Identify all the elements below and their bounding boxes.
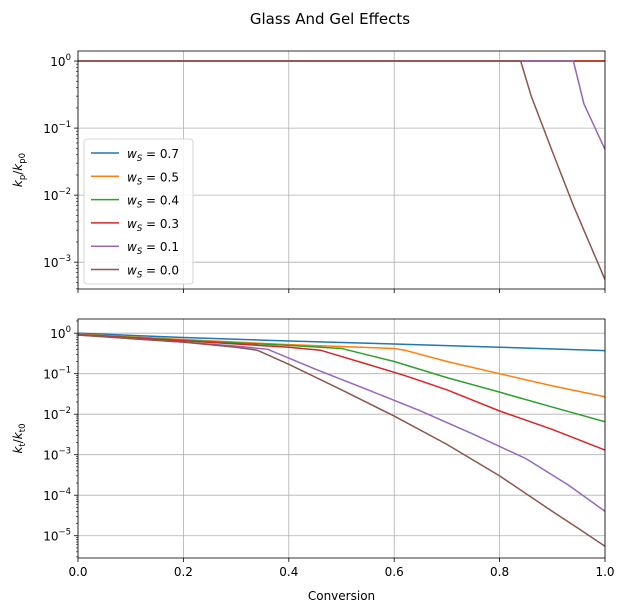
- legend-label: wS = 0.7: [127, 147, 179, 164]
- legend-label-sub: S: [137, 201, 143, 211]
- y-label-num: k: [11, 446, 25, 454]
- series-line-w-s-0-7: [78, 332, 605, 352]
- y-label-num-sub: p: [18, 175, 28, 180]
- legend-label-sub: S: [137, 271, 143, 281]
- axes-frame: [77, 318, 606, 559]
- y-tick-base: 10: [43, 408, 58, 422]
- bottom-panel: 0.0 0.2 0.4 0.6 0.8 1.010010−110−210−310−410−…: [11, 318, 615, 603]
- x-ticks: 0.0 0.2 0.4 0.6 0.8 1.0: [68, 558, 615, 579]
- legend-label: wS = 0.0: [127, 264, 179, 281]
- y-label-num: k: [11, 179, 25, 187]
- y-tick-base: 10: [43, 122, 58, 136]
- x-tick-label: 0.8: [490, 565, 509, 579]
- y-tick-exponent: 0: [66, 53, 71, 63]
- y-tick-label: 10−3: [43, 254, 71, 270]
- legend-label-value: = 0.4: [142, 194, 179, 208]
- y-tick-exponent: −2: [58, 187, 71, 197]
- y-tick-label: 10−1: [43, 120, 71, 136]
- y-tick-base: 10: [43, 449, 58, 463]
- series-line-w-s-0-0: [78, 334, 605, 547]
- y-tick-base: 10: [43, 256, 58, 270]
- y-tick-label: 10−4: [43, 487, 71, 503]
- y-tick-label: 10−2: [43, 406, 71, 422]
- y-tick-base: 10: [50, 55, 65, 69]
- y-label-slash: /: [11, 170, 25, 175]
- legend-label-var: w: [127, 170, 137, 184]
- series-line-w-s-0-5: [78, 333, 605, 398]
- grid: [77, 319, 606, 558]
- legend-label-sub: S: [137, 247, 143, 257]
- y-label-num-sub: t: [18, 443, 28, 447]
- y-tick-base: 10: [43, 189, 58, 203]
- series-line-w-s-0-1: [78, 60, 605, 150]
- legend: wS = 0.7wS = 0.5wS = 0.4wS = 0.3wS = 0.1…: [83, 138, 194, 285]
- legend-label-value: = 0.5: [142, 170, 179, 184]
- legend-label: wS = 0.4: [127, 194, 179, 211]
- legend-label-var: w: [127, 264, 137, 278]
- legend-label-var: w: [127, 147, 137, 161]
- y-tick-label: 10−2: [43, 187, 71, 203]
- y-tick-base: 10: [43, 489, 58, 503]
- y-label-den-sub: p0: [18, 153, 28, 164]
- y-tick-label: 100: [50, 325, 71, 341]
- x-tick-label: 0.4: [279, 565, 298, 579]
- series-line-w-s-0-4: [78, 333, 605, 423]
- series-lines: [78, 60, 605, 280]
- y-tick-label: 10−3: [43, 447, 71, 463]
- y-tick-exponent: −3: [58, 447, 71, 457]
- y-label-den-sub: t0: [18, 423, 28, 432]
- y-axis-label: kt/kt0: [11, 423, 28, 453]
- chart-title: Glass And Gel Effects: [250, 10, 410, 28]
- legend-label-value: = 0.1: [142, 240, 179, 254]
- x-tick-label: 1.0: [595, 565, 614, 579]
- legend-label-var: w: [127, 240, 137, 254]
- series-line-w-s-0-0: [78, 60, 605, 280]
- legend-label-sub: S: [137, 154, 143, 164]
- series-line-w-s-0-1: [78, 334, 605, 512]
- legend-label-sub: S: [137, 224, 143, 234]
- legend-label-var: w: [127, 194, 137, 208]
- legend-box: [83, 138, 194, 285]
- y-tick-exponent: −2: [58, 406, 71, 416]
- y-tick-label: 10−1: [43, 366, 71, 382]
- y-tick-base: 10: [43, 530, 58, 544]
- y-tick-exponent: 0: [66, 325, 71, 335]
- y-tick-base: 10: [50, 327, 65, 341]
- series-lines: [78, 332, 605, 547]
- y-tick-base: 10: [43, 368, 58, 382]
- x-tick-label: 0.6: [385, 565, 404, 579]
- y-label-den: k: [11, 163, 25, 171]
- y-tick-exponent: −5: [58, 528, 71, 538]
- legend-label-value: = 0.3: [142, 217, 179, 231]
- axes-frame: [77, 50, 606, 290]
- x-tick-label: 0.0: [68, 565, 87, 579]
- legend-label-value: = 0.0: [142, 264, 179, 278]
- x-tick-label: 0.2: [174, 565, 193, 579]
- x-axis-label: Conversion: [308, 589, 375, 603]
- y-axis-label: kp/kp0: [11, 153, 28, 187]
- legend-label: wS = 0.3: [127, 217, 179, 234]
- series-line-w-s-0-3: [78, 333, 605, 451]
- y-tick-exponent: −1: [58, 366, 71, 376]
- y-tick-exponent: −4: [58, 487, 71, 497]
- x-ticks: [77, 289, 606, 293]
- y-tick-label: 10−5: [43, 528, 71, 544]
- y-tick-label: 100: [50, 53, 71, 69]
- legend-label: wS = 0.1: [127, 240, 179, 257]
- y-label-den: k: [11, 431, 25, 439]
- legend-label-value: = 0.7: [142, 147, 179, 161]
- legend-label: wS = 0.5: [127, 170, 179, 187]
- legend-label-sub: S: [137, 177, 143, 187]
- y-tick-exponent: −1: [58, 120, 71, 130]
- y-label-slash: /: [11, 438, 25, 443]
- y-tick-exponent: −3: [58, 254, 71, 264]
- legend-label-var: w: [127, 217, 137, 231]
